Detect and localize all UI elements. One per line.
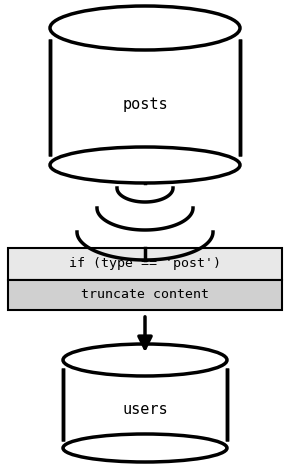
- Text: if (type == 'post'): if (type == 'post'): [69, 258, 221, 270]
- Text: truncate content: truncate content: [81, 289, 209, 301]
- Bar: [50, 39, 240, 156]
- Ellipse shape: [50, 147, 240, 183]
- Ellipse shape: [63, 344, 227, 376]
- Ellipse shape: [63, 434, 227, 462]
- Bar: [8, 248, 282, 280]
- Bar: [8, 280, 282, 310]
- Ellipse shape: [50, 6, 240, 50]
- Bar: [63, 368, 227, 441]
- Text: posts: posts: [122, 97, 168, 112]
- Text: users: users: [122, 401, 168, 416]
